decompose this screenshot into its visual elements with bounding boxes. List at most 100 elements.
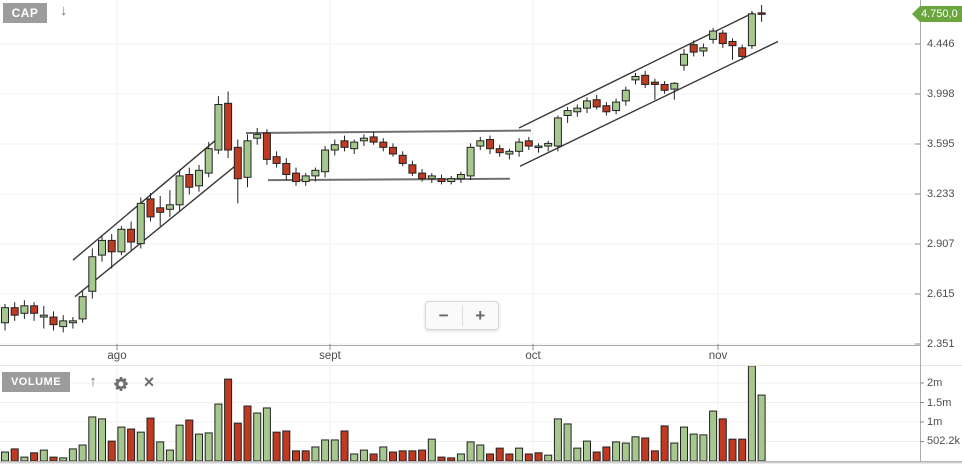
- candle-body: [39, 314, 48, 318]
- candle-body: [505, 150, 514, 155]
- volume-bar: [418, 449, 427, 462]
- gridlines-layer: [0, 0, 920, 461]
- candle-body: [592, 99, 601, 108]
- volume-indicator-badge[interactable]: VOLUME: [2, 372, 70, 392]
- trendlines-layer: [72, 12, 779, 298]
- candle-body: [612, 101, 621, 112]
- volume-bar: [175, 424, 184, 462]
- rectangle-top: [245, 129, 532, 135]
- candle-body: [20, 305, 29, 314]
- volume-bar: [437, 456, 446, 462]
- settings-gear-icon[interactable]: [112, 373, 130, 391]
- volume-bar: [68, 448, 77, 462]
- volume-bar: [282, 430, 291, 462]
- candle-body: [650, 81, 659, 85]
- candle-body: [621, 89, 630, 102]
- volume-bar: [185, 419, 194, 462]
- candle-body: [680, 53, 688, 66]
- volume-bar: [59, 457, 68, 462]
- candle-body: [146, 198, 155, 218]
- candle-body: [49, 316, 58, 326]
- candle-body: [602, 105, 611, 113]
- volume-bar: [563, 423, 572, 462]
- candle-body: [107, 239, 116, 253]
- volume-bar: [544, 454, 553, 462]
- volume-bar: [214, 403, 223, 462]
- time-tick-label: sept: [319, 350, 341, 362]
- volume-bar: [738, 438, 747, 462]
- volume-bar: [262, 407, 271, 462]
- price-tick-label: 4.446: [927, 38, 955, 50]
- last-price-value: 4.750,0: [921, 8, 958, 20]
- volume-bar: [49, 456, 58, 462]
- candle-body: [553, 117, 562, 147]
- candle-body: [262, 132, 271, 160]
- volume-bar: [699, 434, 708, 462]
- candle-body: [204, 148, 213, 174]
- candle-body: [524, 140, 533, 147]
- candle-body: [292, 172, 300, 183]
- volume-bar: [427, 438, 436, 462]
- volume-bar: [466, 441, 475, 462]
- volume-bar: [621, 442, 630, 462]
- volume-bar: [612, 441, 621, 462]
- candle-body: [408, 164, 417, 174]
- volume-bar: [146, 417, 155, 462]
- candle-body: [631, 75, 640, 81]
- candle-body: [641, 74, 650, 85]
- candle-body: [350, 141, 359, 150]
- volume-bar: [30, 452, 39, 462]
- candle-body: [563, 110, 572, 116]
- candle-body: [1, 307, 9, 324]
- candle-body: [330, 144, 339, 151]
- volume-bar: [689, 433, 698, 462]
- candle-body: [495, 148, 504, 154]
- zoom-in-button[interactable]: +: [463, 302, 499, 329]
- volume-bar: [573, 447, 582, 462]
- volume-bar: [583, 440, 591, 462]
- candles-layer: [1, 4, 766, 333]
- volume-bar: [117, 426, 126, 462]
- volume-bar: [641, 437, 650, 462]
- volume-pane-controls: ↑ ×: [84, 371, 158, 393]
- candle-body: [369, 136, 378, 143]
- volume-bar: [680, 426, 688, 462]
- symbol-badge[interactable]: CAP: [3, 3, 47, 23]
- candle-body: [272, 156, 281, 164]
- candle-body: [88, 256, 97, 292]
- price-tick-label: 2.907: [927, 238, 955, 251]
- volume-bar: [98, 418, 106, 462]
- horizontal-scrollbar-strip[interactable]: [0, 462, 962, 464]
- zoom-out-button[interactable]: −: [426, 302, 462, 329]
- candle-body: [583, 100, 591, 109]
- volume-bar: [650, 450, 659, 462]
- volume-bar: [233, 422, 242, 462]
- volume-bar: [321, 439, 330, 462]
- candle-body: [165, 204, 174, 210]
- channel2-lower: [519, 40, 779, 167]
- candle-body: [456, 174, 465, 180]
- volume-bar: [272, 431, 281, 462]
- candle-body: [709, 30, 718, 40]
- volume-bar: [553, 418, 562, 462]
- volume-bar: [524, 453, 533, 462]
- volume-bar: [253, 412, 262, 462]
- close-icon[interactable]: ×: [143, 372, 155, 392]
- volume-bar: [495, 447, 504, 462]
- candle-body: [321, 149, 330, 173]
- candle-body: [573, 107, 582, 113]
- volume-tick-label: 502.2k: [927, 435, 961, 448]
- volume-bar: [534, 452, 543, 462]
- move-pane-up-icon[interactable]: ↑: [89, 373, 97, 390]
- candle-body: [447, 178, 456, 183]
- candle-body: [534, 145, 543, 149]
- time-tick-label: nov: [708, 350, 728, 362]
- price-tick-label: 2.615: [927, 287, 955, 300]
- chevron-down-icon[interactable]: ↓: [60, 2, 68, 19]
- price-tick-label: 2.351: [927, 338, 955, 351]
- volume-bar: [1, 451, 9, 462]
- volume-bar: [456, 453, 465, 462]
